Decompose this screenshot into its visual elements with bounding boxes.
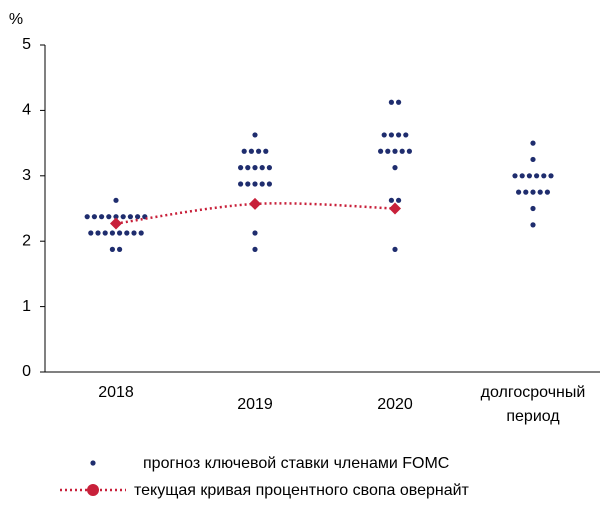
forecast-dot	[88, 230, 94, 236]
forecast-dot	[523, 189, 529, 195]
swap-point	[249, 197, 261, 210]
legend-marker	[87, 484, 99, 496]
forecast-dot	[266, 181, 272, 187]
forecast-dot	[248, 148, 254, 154]
forecast-dot	[530, 222, 536, 228]
forecast-dot	[124, 230, 130, 236]
forecast-dot	[266, 165, 272, 171]
forecast-dot	[388, 99, 394, 105]
forecast-dot	[530, 205, 536, 212]
forecast-dot	[238, 165, 244, 171]
forecast-dot	[127, 214, 133, 220]
forecast-dot	[388, 197, 394, 203]
forecast-dot	[403, 132, 409, 138]
forecast-dot	[113, 214, 119, 220]
forecast-dot	[252, 246, 258, 252]
forecast-dot	[392, 148, 398, 154]
swap-point	[110, 217, 122, 230]
forecast-dot	[113, 197, 119, 203]
forecast-dot	[530, 140, 536, 146]
y-tick-label: 3	[22, 167, 31, 184]
forecast-dot	[95, 230, 101, 236]
forecast-dot	[252, 230, 258, 236]
forecast-dot	[516, 189, 522, 195]
forecast-dot	[120, 214, 126, 220]
y-tick-label: 0	[22, 363, 31, 380]
forecast-dot	[117, 246, 123, 252]
forecast-dot	[399, 148, 405, 154]
forecast-dot	[519, 173, 525, 179]
forecast-dot	[541, 173, 547, 179]
forecast-dot	[109, 246, 115, 252]
x-tick-label: долгосрочный период	[480, 384, 586, 425]
y-tick-label: 4	[22, 102, 31, 119]
forecast-dot	[548, 173, 554, 179]
forecast-dot	[544, 189, 551, 195]
legend-dot	[90, 460, 96, 466]
forecast-dot	[259, 165, 265, 171]
x-tick-label: 2020	[377, 396, 413, 413]
forecast-dot	[537, 189, 543, 195]
forecast-dot	[256, 148, 262, 154]
forecast-dot	[406, 148, 412, 154]
legend-label: текущая кривая процентного свопа овернай…	[134, 482, 470, 499]
forecast-dot	[252, 181, 258, 187]
forecast-dot	[512, 173, 518, 179]
forecast-dot	[91, 214, 97, 220]
forecast-dot	[252, 165, 258, 171]
x-tick-label: 2018	[98, 384, 134, 401]
legend-label: прогноз ключевой ставки членами FOMC	[143, 455, 449, 472]
forecast-dot	[131, 230, 137, 236]
forecast-dot	[526, 173, 533, 179]
y-axis-label: %	[9, 11, 23, 28]
forecast-dot	[259, 181, 265, 187]
forecast-dot	[138, 230, 144, 236]
x-tick-label: 2019	[237, 396, 273, 413]
y-tick-label: 1	[22, 298, 31, 315]
forecast-dot	[385, 148, 391, 154]
forecast-dot	[396, 197, 402, 203]
forecast-dot	[109, 230, 115, 236]
forecast-dot	[396, 132, 402, 138]
forecast-dot	[135, 214, 141, 220]
forecast-dot	[388, 132, 394, 138]
forecast-dot	[392, 246, 398, 252]
forecast-dot	[381, 132, 387, 138]
forecast-dot	[530, 189, 536, 195]
forecast-dot	[378, 148, 384, 154]
y-tick-label: 2	[22, 232, 31, 249]
forecast-dot	[117, 230, 123, 236]
y-tick-label: 5	[22, 36, 31, 53]
forecast-dot	[84, 214, 90, 220]
forecast-dot	[241, 148, 247, 154]
forecast-dot	[245, 165, 251, 171]
forecast-dot	[106, 214, 112, 220]
forecast-dot	[392, 165, 398, 171]
forecast-dot	[530, 156, 536, 163]
forecast-dot	[396, 99, 402, 105]
forecast-dot	[252, 132, 258, 138]
forecast-dot	[263, 148, 269, 154]
forecast-dot	[245, 181, 251, 187]
forecast-dot	[534, 173, 540, 179]
forecast-dot	[238, 181, 244, 187]
forecast-dot	[99, 214, 105, 220]
swap-point	[389, 202, 401, 215]
forecast-dot	[102, 230, 108, 236]
